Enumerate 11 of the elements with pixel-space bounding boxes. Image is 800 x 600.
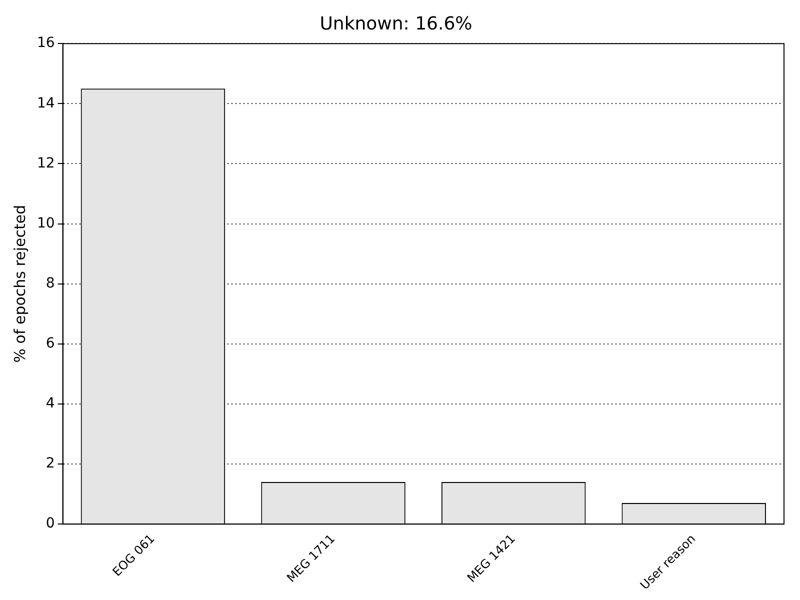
y-tick-label: 14 [36, 95, 55, 112]
y-tick-label: 16 [36, 35, 55, 52]
y-tick-label: 10 [36, 215, 55, 232]
y-tick-label: 0 [46, 516, 55, 532]
chart-title: Unknown: 16.6% [320, 13, 472, 34]
y-tick-label: 4 [46, 396, 55, 412]
y-tick-label: 2 [46, 456, 55, 472]
y-axis-title: % of epochs rejected [10, 204, 29, 363]
y-tick-label: 12 [36, 155, 55, 172]
y-tick-label: 8 [46, 275, 55, 292]
y-tick-label: 6 [46, 336, 55, 352]
